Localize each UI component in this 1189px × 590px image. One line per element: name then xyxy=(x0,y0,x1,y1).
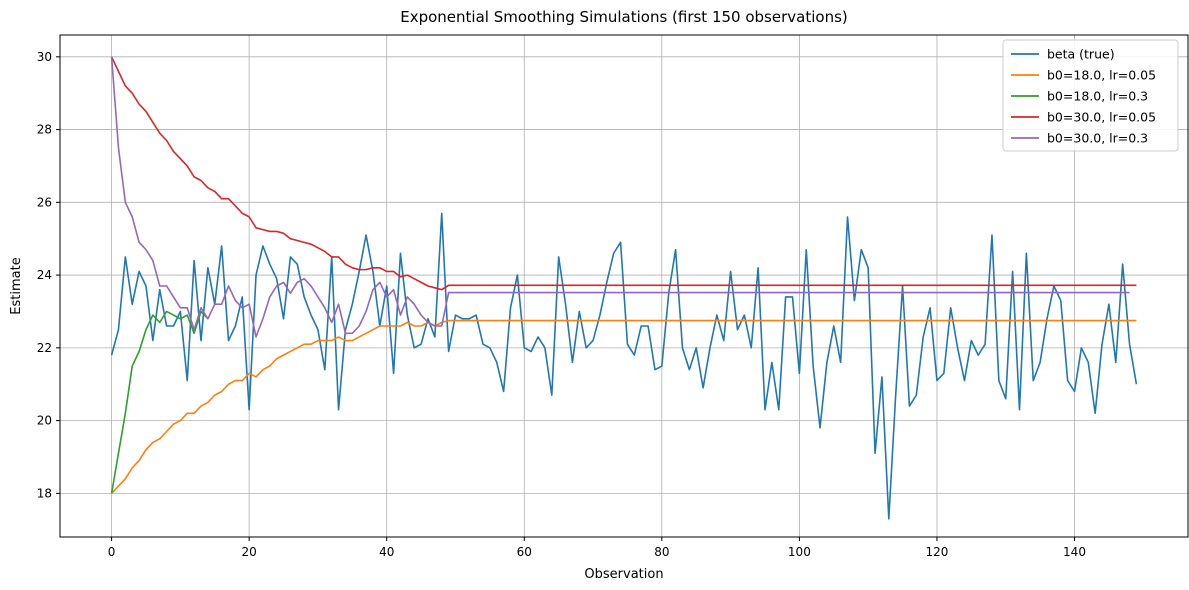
x-axis-label: Observation xyxy=(584,567,663,582)
y-tick-label: 22 xyxy=(37,341,52,355)
y-tick-label: 18 xyxy=(37,486,52,500)
legend-label: b0=18.0, lr=0.3 xyxy=(1047,89,1148,104)
x-tick-label: 80 xyxy=(654,545,669,559)
y-tick-label: 26 xyxy=(37,195,52,209)
y-tick-label: 20 xyxy=(37,414,52,428)
series-line-4 xyxy=(110,56,1130,338)
y-tick-label: 24 xyxy=(37,268,52,282)
x-tick-label: 120 xyxy=(925,545,948,559)
series-line-3 xyxy=(110,56,1137,291)
chart-title: Exponential Smoothing Simulations (first… xyxy=(400,8,848,26)
y-tick-label: 28 xyxy=(37,123,52,137)
x-tick-label: 0 xyxy=(108,545,116,559)
plot-frame xyxy=(59,34,1189,538)
series-layer xyxy=(110,56,1138,520)
x-tick-label: 140 xyxy=(1063,545,1086,559)
legend-label: b0=30.0, lr=0.3 xyxy=(1047,131,1148,146)
x-tick-label: 20 xyxy=(242,545,257,559)
x-tick-label: 40 xyxy=(379,545,394,559)
y-tick-label: 30 xyxy=(37,50,52,64)
legend-label: b0=30.0, lr=0.05 xyxy=(1047,110,1156,125)
series-line-1 xyxy=(111,319,1137,494)
legend-label: b0=18.0, lr=0.05 xyxy=(1047,68,1156,83)
legend: beta (true) b0=18.0, lr=0.05 b0=18.0, lr=0… xyxy=(1002,39,1179,152)
x-axis: 0 20 40 60 80 100 120 140 xyxy=(108,537,1086,559)
x-tick-label: 60 xyxy=(517,545,532,559)
legend-label: beta (true) xyxy=(1047,47,1115,62)
x-tick-label: 100 xyxy=(788,545,811,559)
y-axis-label: Estimate xyxy=(9,257,24,314)
legend-box xyxy=(1002,39,1179,152)
series-line-2 xyxy=(110,310,209,494)
y-axis: 18 20 22 24 26 28 30 xyxy=(37,50,60,500)
